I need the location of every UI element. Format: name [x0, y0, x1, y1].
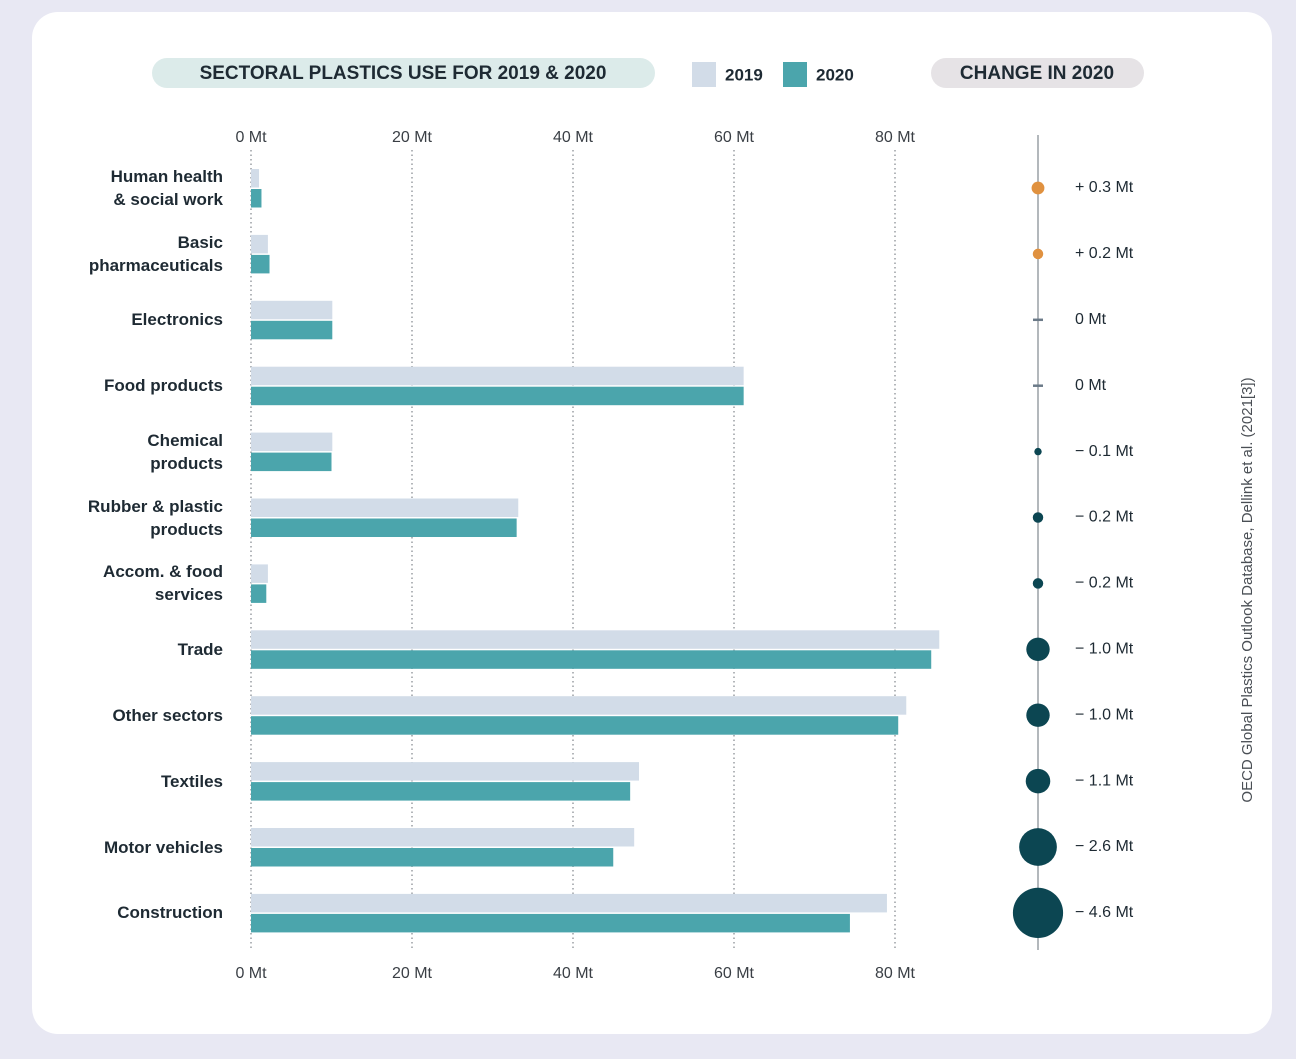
- bar: [251, 828, 635, 847]
- change-pill: [931, 58, 1144, 88]
- bar: [251, 234, 268, 254]
- change-dot: [1019, 828, 1057, 866]
- bar: [251, 696, 907, 715]
- bar: [251, 432, 333, 452]
- change-dot: [1025, 768, 1051, 794]
- change-dot: [1032, 248, 1044, 260]
- bar: [251, 630, 940, 649]
- bar: [251, 452, 332, 472]
- legend-swatch: [783, 62, 807, 87]
- legend-label: 2019: [725, 65, 763, 84]
- change-dot: [1026, 703, 1050, 727]
- bar: [251, 564, 268, 583]
- change-label: 0 Mt: [1075, 377, 1107, 394]
- card: [32, 12, 1272, 1034]
- bar: [251, 169, 260, 188]
- x-tick-label: 20 Mt: [392, 129, 433, 146]
- change-dot: [1031, 181, 1045, 195]
- x-tick-label: 0 Mt: [235, 129, 267, 146]
- bar: [251, 498, 519, 517]
- category-label: Basic pharmaceuticals: [88, 232, 223, 275]
- change-dot: [1026, 637, 1050, 661]
- change-label: − 1.0 Mt: [1075, 641, 1134, 658]
- category-label: Accom. & food services: [103, 562, 223, 605]
- bar: [251, 254, 270, 274]
- change-title: CHANGE IN 2020: [960, 63, 1114, 84]
- bar: [251, 913, 850, 933]
- category-label: Food products: [104, 376, 223, 396]
- category-label: Textiles: [160, 771, 223, 791]
- title-pill: [152, 58, 655, 88]
- category-label: Electronics: [131, 310, 223, 330]
- change-label: − 2.6 Mt: [1075, 838, 1134, 855]
- category-label: Human health & social work: [110, 167, 223, 209]
- change-label: − 0.1 Mt: [1075, 443, 1134, 460]
- chart-title: SECTORAL PLASTICS USE FOR 2019 & 2020: [200, 63, 607, 84]
- x-tick-label: 60 Mt: [714, 129, 755, 146]
- category-label: Motor vehicles: [103, 837, 223, 857]
- bar: [251, 762, 640, 781]
- bar: [251, 893, 887, 913]
- category-label: Trade: [177, 639, 223, 659]
- legend-swatch: [692, 62, 716, 87]
- bar: [251, 366, 744, 386]
- legend-label: 2020: [816, 65, 854, 84]
- change-label: − 0.2 Mt: [1075, 509, 1134, 526]
- x-tick-label: 80 Mt: [875, 129, 916, 146]
- change-label: − 0.2 Mt: [1075, 575, 1134, 592]
- bar: [251, 848, 614, 867]
- bar: [251, 584, 267, 603]
- change-label: − 4.6 Mt: [1075, 904, 1134, 921]
- change-label: 0 Mt: [1075, 311, 1107, 328]
- change-label: + 0.2 Mt: [1075, 245, 1134, 262]
- change-dot: [1032, 512, 1044, 523]
- bar: [251, 650, 932, 669]
- change-dot: [1032, 578, 1044, 589]
- bar: [251, 518, 517, 537]
- x-tick-label: 40 Mt: [553, 965, 594, 982]
- x-tick-label: 40 Mt: [553, 129, 594, 146]
- source: OECD Global Plastics Outlook Database, D…: [1239, 377, 1256, 802]
- change-label: + 0.3 Mt: [1075, 179, 1134, 196]
- change-dot: [1034, 447, 1042, 456]
- change-label: − 1.1 Mt: [1075, 772, 1134, 789]
- bar: [251, 716, 899, 735]
- bar: [251, 320, 333, 340]
- change-dot: [1012, 887, 1064, 938]
- x-tick-label: 60 Mt: [714, 965, 755, 982]
- x-tick-label: 0 Mt: [235, 965, 267, 982]
- bar: [251, 386, 744, 406]
- category-label: Other sectors: [112, 705, 223, 725]
- x-tick-label: 80 Mt: [875, 965, 916, 982]
- change-label: − 1.0 Mt: [1075, 706, 1134, 723]
- category-label: Chemical products: [147, 430, 223, 473]
- bar: [251, 782, 631, 801]
- bar: [251, 300, 333, 320]
- category-label: Rubber & plastic products: [87, 496, 223, 539]
- x-tick-label: 20 Mt: [392, 965, 433, 982]
- category-label: Construction: [117, 903, 223, 923]
- bar: [251, 189, 262, 208]
